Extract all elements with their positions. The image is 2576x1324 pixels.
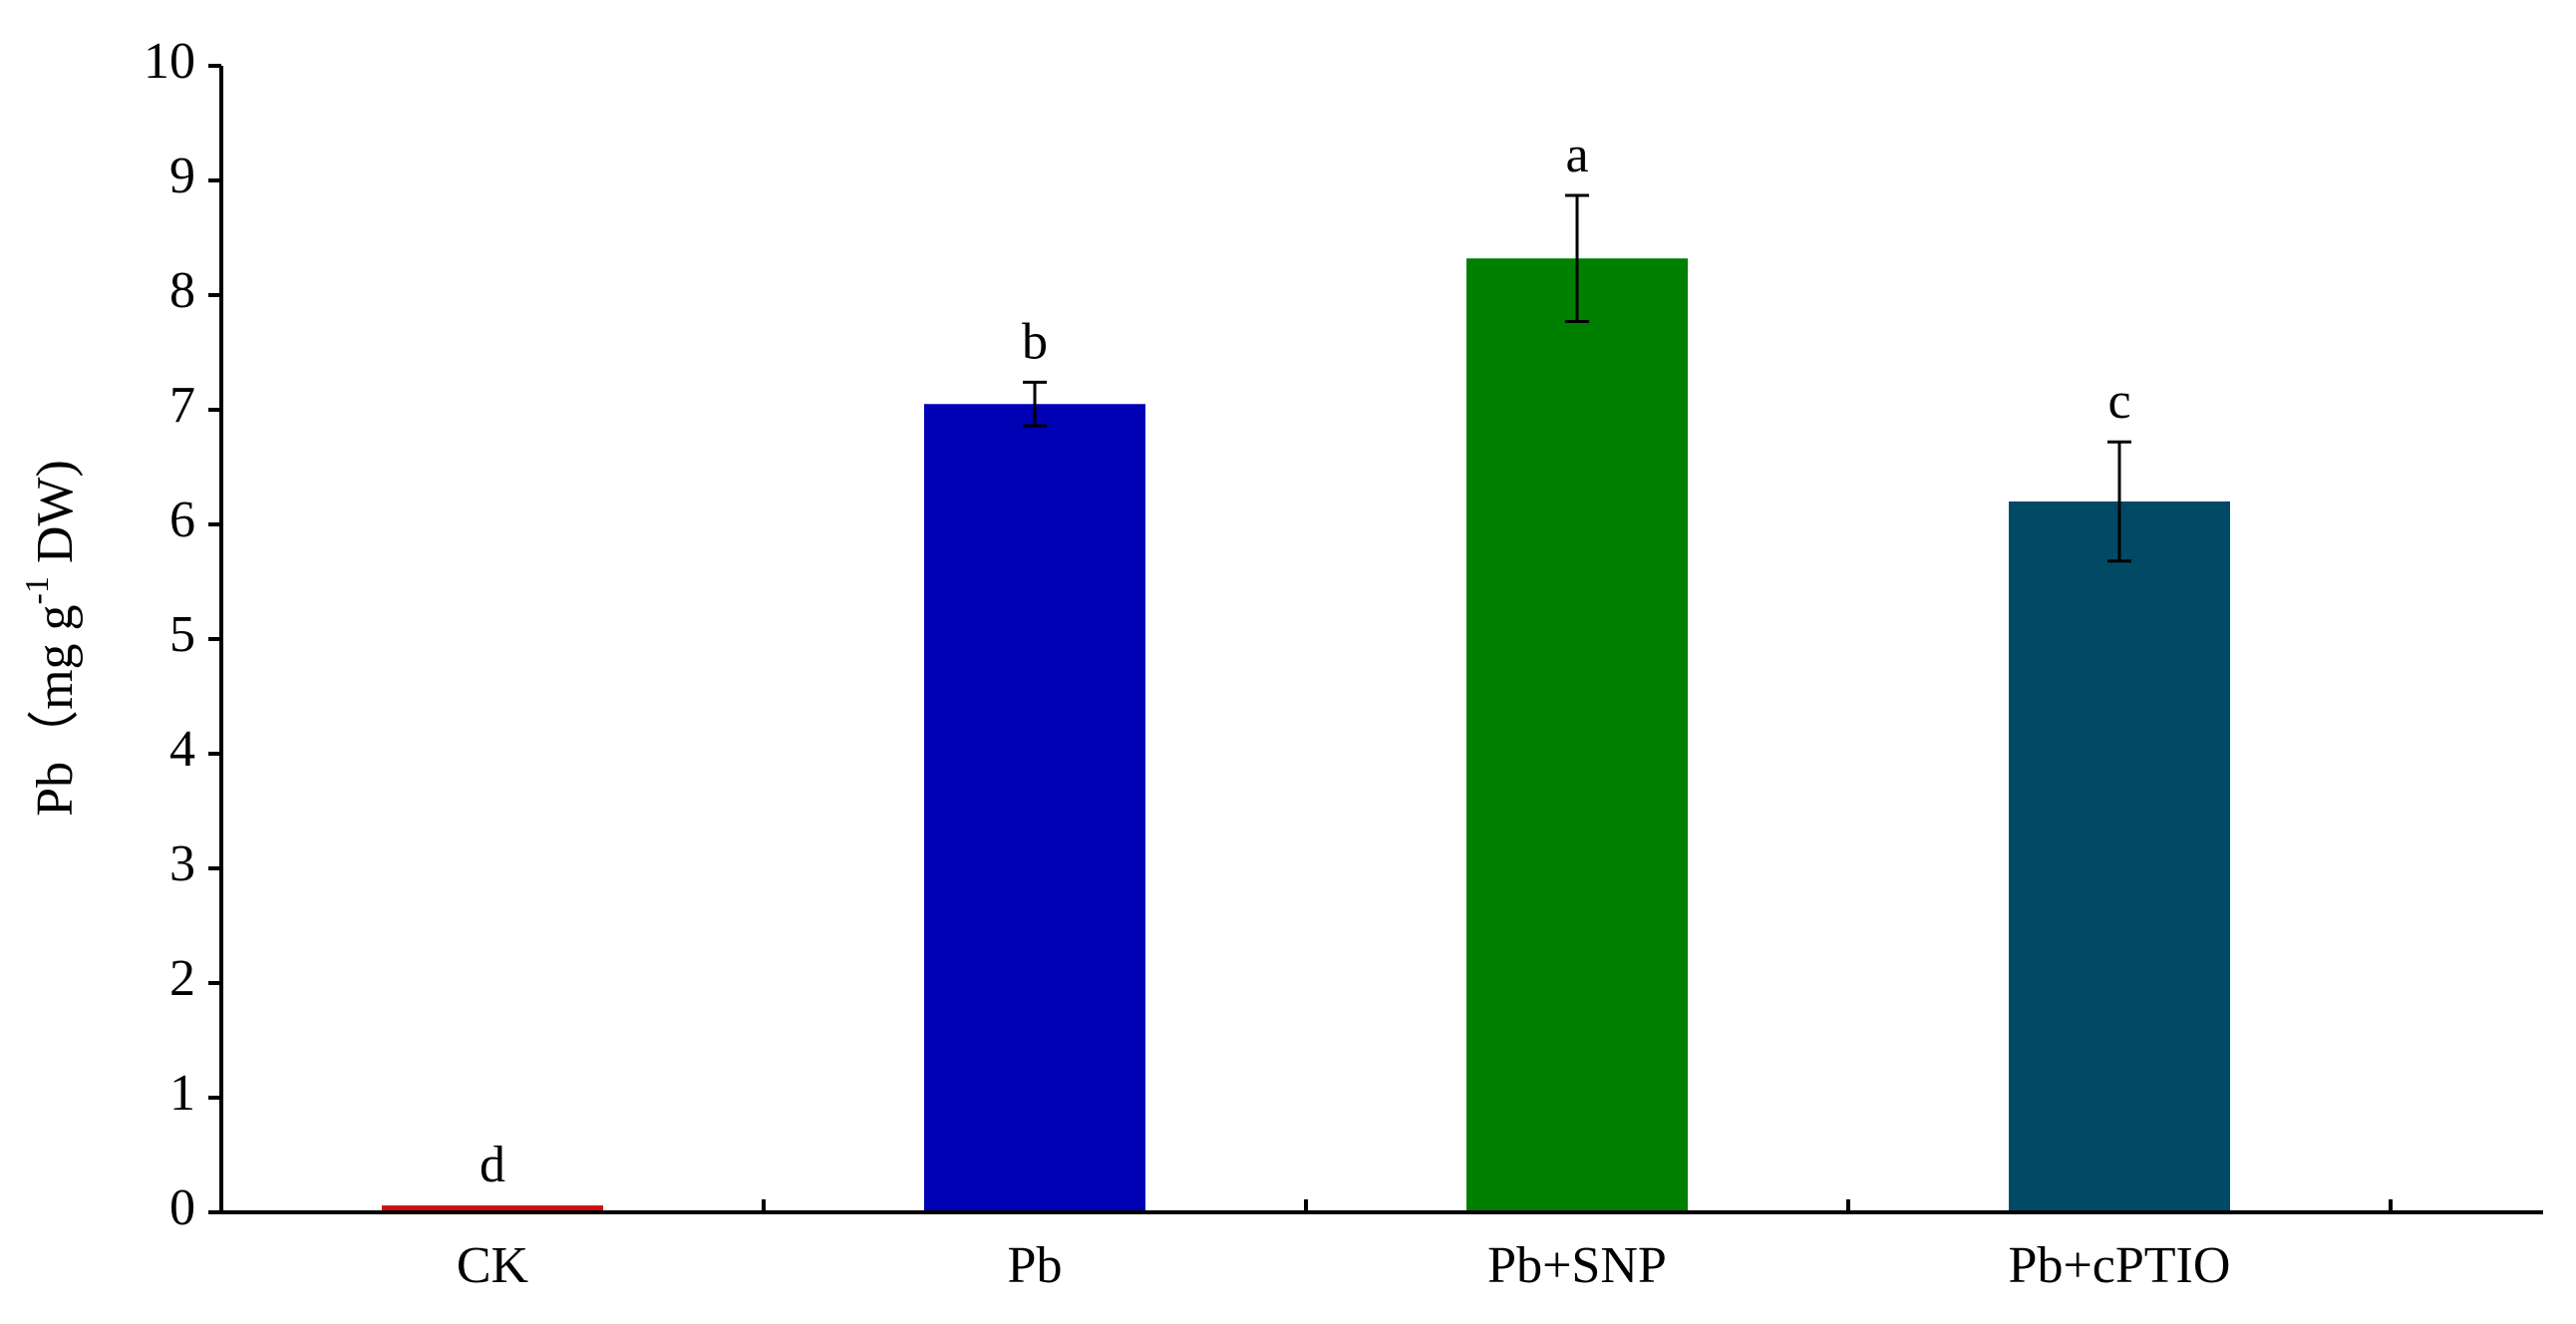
y-tick-label: 2: [169, 950, 195, 1007]
bar: [924, 404, 1145, 1212]
x-tick-label: CK: [457, 1237, 529, 1294]
y-label-part: Pb（mg g: [27, 604, 84, 816]
y-tick-label: 9: [169, 148, 195, 204]
bar: [1466, 258, 1688, 1212]
y-axis-label: Pb（mg g-1 DW): [19, 460, 84, 817]
y-tick-label: 6: [169, 492, 195, 548]
significance-letter: a: [1565, 127, 1588, 183]
y-label-part: DW): [27, 460, 84, 576]
significance-letter: d: [480, 1137, 505, 1193]
y-tick-label: 10: [144, 33, 195, 90]
y-tick-label: 7: [169, 377, 195, 434]
y-tick-label: 1: [169, 1065, 195, 1122]
significance-letter: c: [2107, 373, 2130, 430]
y-tick-label: 0: [169, 1179, 195, 1236]
x-tick-label: Pb+SNP: [1487, 1237, 1667, 1294]
y-tick-label: 5: [169, 606, 195, 663]
y-tick-label: 4: [169, 721, 195, 778]
significance-letter: b: [1022, 313, 1048, 370]
x-tick-label: Pb+cPTIO: [2009, 1237, 2231, 1294]
x-tick-label: Pb: [1008, 1237, 1063, 1294]
y-tick-label: 3: [169, 835, 195, 892]
y-label-sup: -1: [19, 576, 56, 604]
bar: [2009, 501, 2230, 1212]
bar: [382, 1205, 603, 1212]
y-tick-label: 8: [169, 262, 195, 319]
